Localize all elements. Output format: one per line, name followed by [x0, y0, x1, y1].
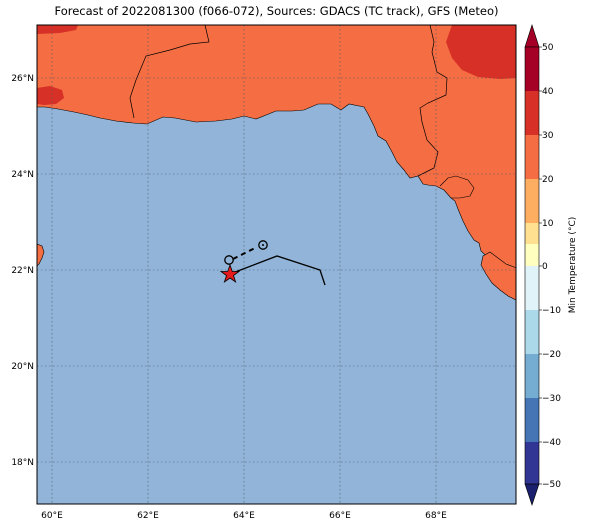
colorbar-band-10	[525, 223, 539, 244]
colorbar-tick-label-50: 50	[542, 43, 554, 53]
map-area	[37, 25, 516, 504]
hot-patch-northeast	[446, 25, 516, 79]
border-iran-pakistan	[129, 25, 210, 119]
colorbar-tick-label-30: 30	[542, 131, 554, 141]
current-position-star-icon	[219, 263, 241, 284]
lat-tick-26: 26°N	[11, 74, 34, 84]
colorbar-frame	[524, 46, 540, 485]
colorbar-label: Min Temperature (°C)	[568, 217, 578, 314]
map-title: Forecast of 2022081300 (f066-072), Sourc…	[54, 4, 499, 18]
colorbar-tick-label-20: 20	[542, 175, 554, 185]
lon-tick-68: 68°E	[425, 511, 447, 521]
border-pakistan-india	[417, 25, 448, 177]
latitude-tick-labels: 26°N 24°N 22°N 20°N 18°N	[11, 74, 34, 468]
colorbar-band-m30	[525, 398, 539, 442]
forecast-track-line	[229, 255, 326, 286]
colorbar-tick-label-m30: −30	[542, 394, 561, 404]
colorbar: 50 40 30 20 10 0 −10 −20 −30 −40 −50 Min…	[524, 24, 578, 506]
longitude-tick-labels: 60°E 62°E 64°E 66°E 68°E	[41, 511, 447, 521]
gujarat-inlet	[439, 175, 475, 199]
colorbar-band-m20	[525, 354, 539, 398]
colorbar-bottom-extend	[524, 483, 540, 506]
lat-tick-20: 20°N	[11, 362, 34, 372]
colorbar-tick-label-10: 10	[542, 219, 554, 229]
past-position-marker-2	[258, 240, 268, 250]
lat-tick-24: 24°N	[11, 170, 34, 180]
colorbar-tick-label-40: 40	[542, 87, 554, 97]
colorbar-band-50	[525, 47, 539, 91]
lat-tick-22: 22°N	[11, 266, 34, 276]
past-track-dash	[232, 246, 258, 260]
colorbar-band-m0	[525, 266, 539, 310]
land-oman	[37, 243, 45, 267]
lon-tick-66: 66°E	[329, 511, 351, 521]
land-india-gujarat	[480, 251, 516, 301]
colorbar-top-extend	[524, 24, 540, 48]
colorbar-band-40	[525, 91, 539, 135]
hot-patch-west	[37, 86, 64, 105]
colorbar-tick-label-0: 0	[542, 262, 548, 272]
colorbar-band-m40	[525, 442, 539, 484]
colorbar-band-30	[525, 135, 539, 179]
past-position-marker-1	[224, 255, 234, 265]
map-frame	[36, 24, 517, 505]
lon-tick-64: 64°E	[233, 511, 255, 521]
colorbar-band-0	[525, 244, 539, 266]
colorbar-tick-label-m10: −10	[542, 306, 561, 316]
past-position-marker-2-dot	[262, 244, 264, 246]
colorbar-band-20	[525, 179, 539, 223]
colorbar-tick-label-m50: −50	[542, 480, 561, 490]
colorbar-band-m10	[525, 310, 539, 354]
hot-patch-northwest	[37, 25, 78, 34]
land-iran-pakistan	[37, 25, 516, 291]
colorbar-tick-label-m40: −40	[542, 438, 561, 448]
storm-track	[219, 240, 326, 286]
colorbar-tick-label-m20: −20	[542, 350, 561, 360]
lat-tick-18: 18°N	[11, 458, 34, 468]
lon-tick-60: 60°E	[41, 511, 63, 521]
colorbar-tick-marks	[539, 46, 542, 485]
lon-tick-62: 62°E	[137, 511, 159, 521]
